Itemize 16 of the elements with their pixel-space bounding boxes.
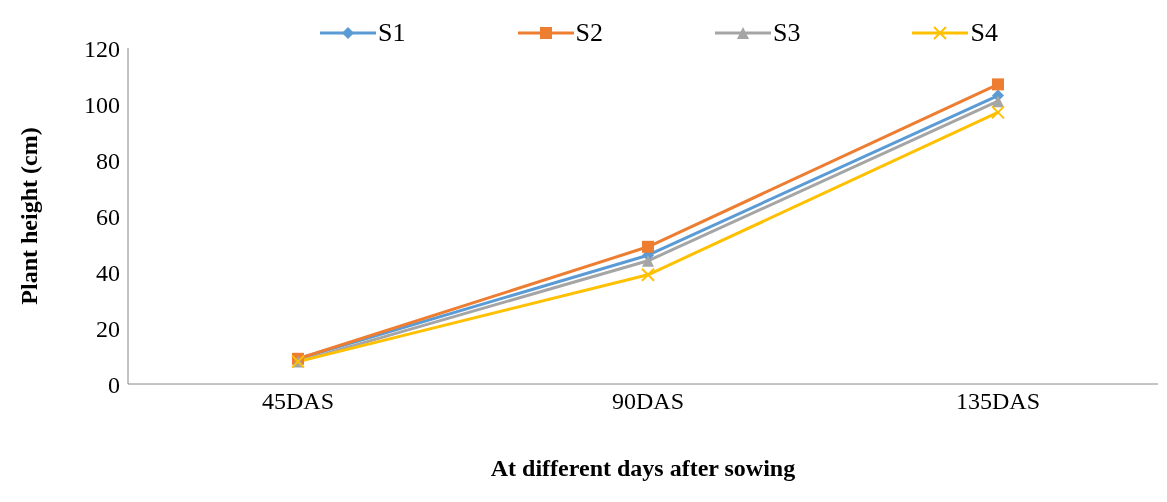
y-tick-label: 80 [96, 147, 120, 174]
x-tick-label: 90DAS [611, 388, 685, 415]
y-axis-title: Plant height (cm) [15, 127, 42, 305]
y-tick-label: 0 [108, 371, 120, 398]
y-tick-label: 20 [96, 315, 120, 342]
y-tick-label: 120 [84, 35, 120, 62]
legend-label: S2 [575, 18, 603, 48]
legend-label: S3 [773, 18, 801, 48]
x-tick-label: 135DAS [955, 388, 1041, 415]
y-tick-label: 100 [84, 91, 120, 118]
y-tick-label: 40 [96, 259, 120, 286]
legend-label: S4 [970, 18, 998, 48]
legend-label: S1 [378, 18, 406, 48]
y-tick-label: 60 [96, 203, 120, 230]
x-tick-label: 45DAS [261, 388, 335, 415]
x-axis-title: At different days after sowing [490, 455, 796, 481]
